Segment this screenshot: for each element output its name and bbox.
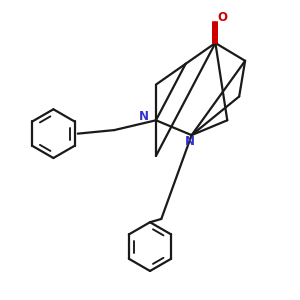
Text: N: N: [139, 110, 149, 123]
Text: N: N: [185, 135, 195, 148]
Text: O: O: [218, 11, 228, 24]
